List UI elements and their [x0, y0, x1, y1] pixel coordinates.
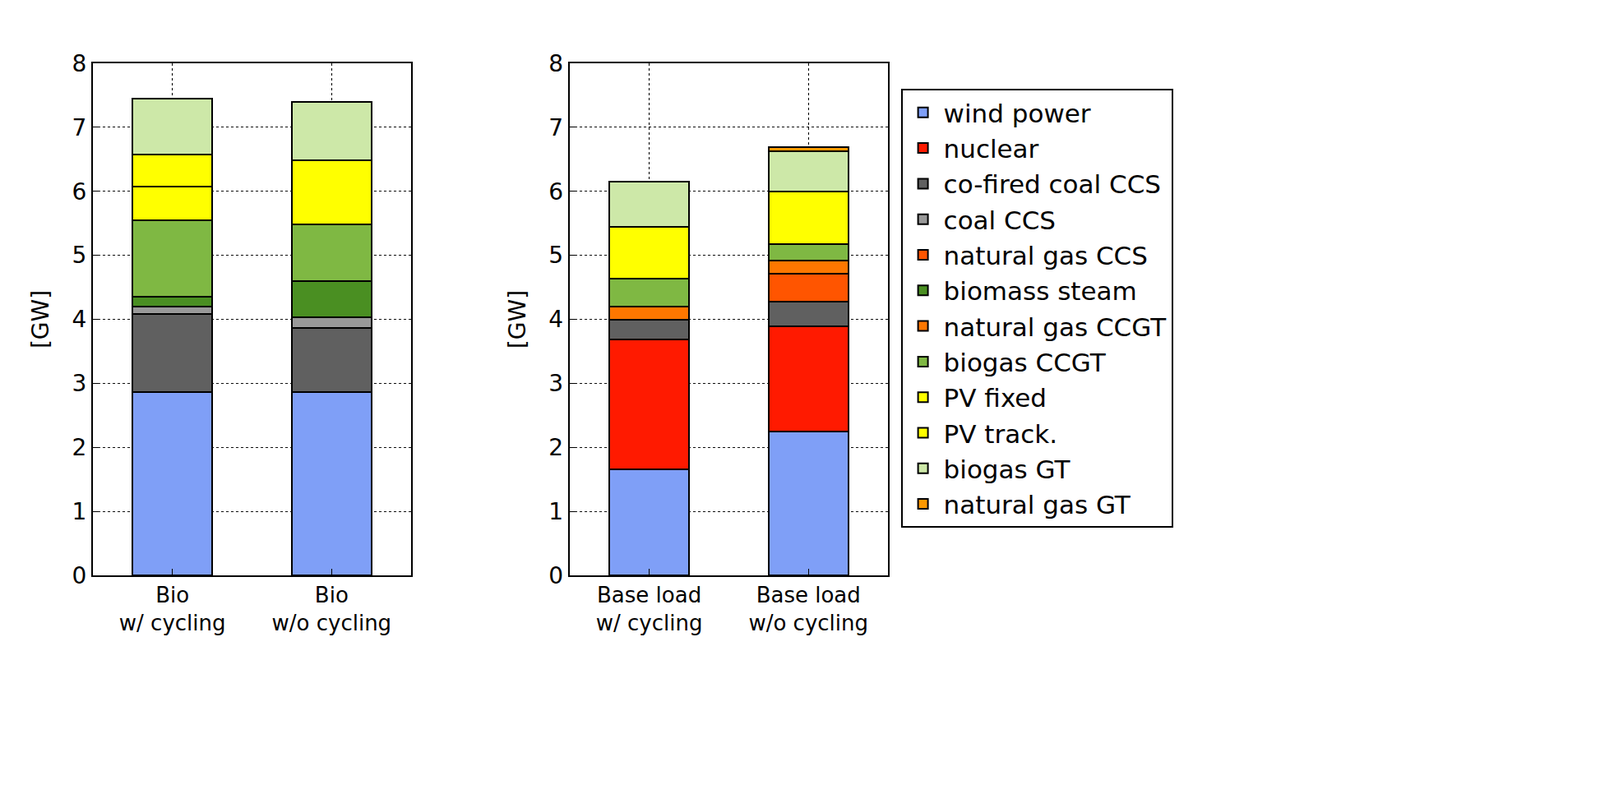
svg-text:co-fired coal CCS: co-fired coal CCS: [943, 169, 1161, 199]
svg-text:coal CCS: coal CCS: [943, 205, 1056, 236]
svg-text:5: 5: [548, 241, 564, 269]
svg-text:natural gas GT: natural gas GT: [943, 490, 1132, 520]
svg-text:5: 5: [71, 241, 87, 269]
svg-text:Base loadw/ cycling: Base loadw/ cycling: [596, 582, 703, 636]
svg-text:8: 8: [548, 50, 564, 78]
svg-text:nuclear: nuclear: [943, 134, 1040, 164]
svg-text:2: 2: [71, 434, 87, 462]
svg-text:natural gas CCS: natural gas CCS: [943, 240, 1148, 271]
svg-text:7: 7: [71, 114, 87, 142]
svg-text:0: 0: [71, 562, 87, 590]
svg-text:1: 1: [71, 498, 87, 526]
svg-text:wind power: wind power: [943, 98, 1092, 129]
svg-text:natural gas CCGT: natural gas CCGT: [943, 312, 1168, 343]
svg-text:4: 4: [71, 305, 87, 333]
svg-text:[GW]: [GW]: [27, 290, 55, 349]
svg-text:2: 2: [548, 434, 564, 462]
svg-text:Biow/ cycling: Biow/ cycling: [119, 582, 227, 636]
svg-text:biogas CCGT: biogas CCGT: [943, 347, 1107, 378]
svg-text:7: 7: [548, 114, 564, 142]
svg-text:PV track.: PV track.: [943, 419, 1059, 449]
svg-text:4: 4: [548, 305, 564, 333]
svg-text:Base loadw/o cycling: Base loadw/o cycling: [748, 582, 869, 636]
svg-text:6: 6: [71, 178, 87, 206]
svg-text:3: 3: [71, 369, 87, 398]
svg-text:0: 0: [548, 562, 564, 590]
svg-text:8: 8: [71, 50, 87, 78]
svg-text:1: 1: [548, 498, 564, 526]
svg-text:biogas GT: biogas GT: [943, 454, 1072, 485]
svg-text:[GW]: [GW]: [504, 290, 532, 349]
svg-text:biomass steam: biomass steam: [943, 276, 1138, 306]
svg-text:PV fixed: PV fixed: [943, 383, 1047, 413]
svg-text:3: 3: [548, 369, 564, 398]
svg-text:6: 6: [548, 178, 564, 206]
svg-text:Biow/o cycling: Biow/o cycling: [272, 582, 393, 636]
